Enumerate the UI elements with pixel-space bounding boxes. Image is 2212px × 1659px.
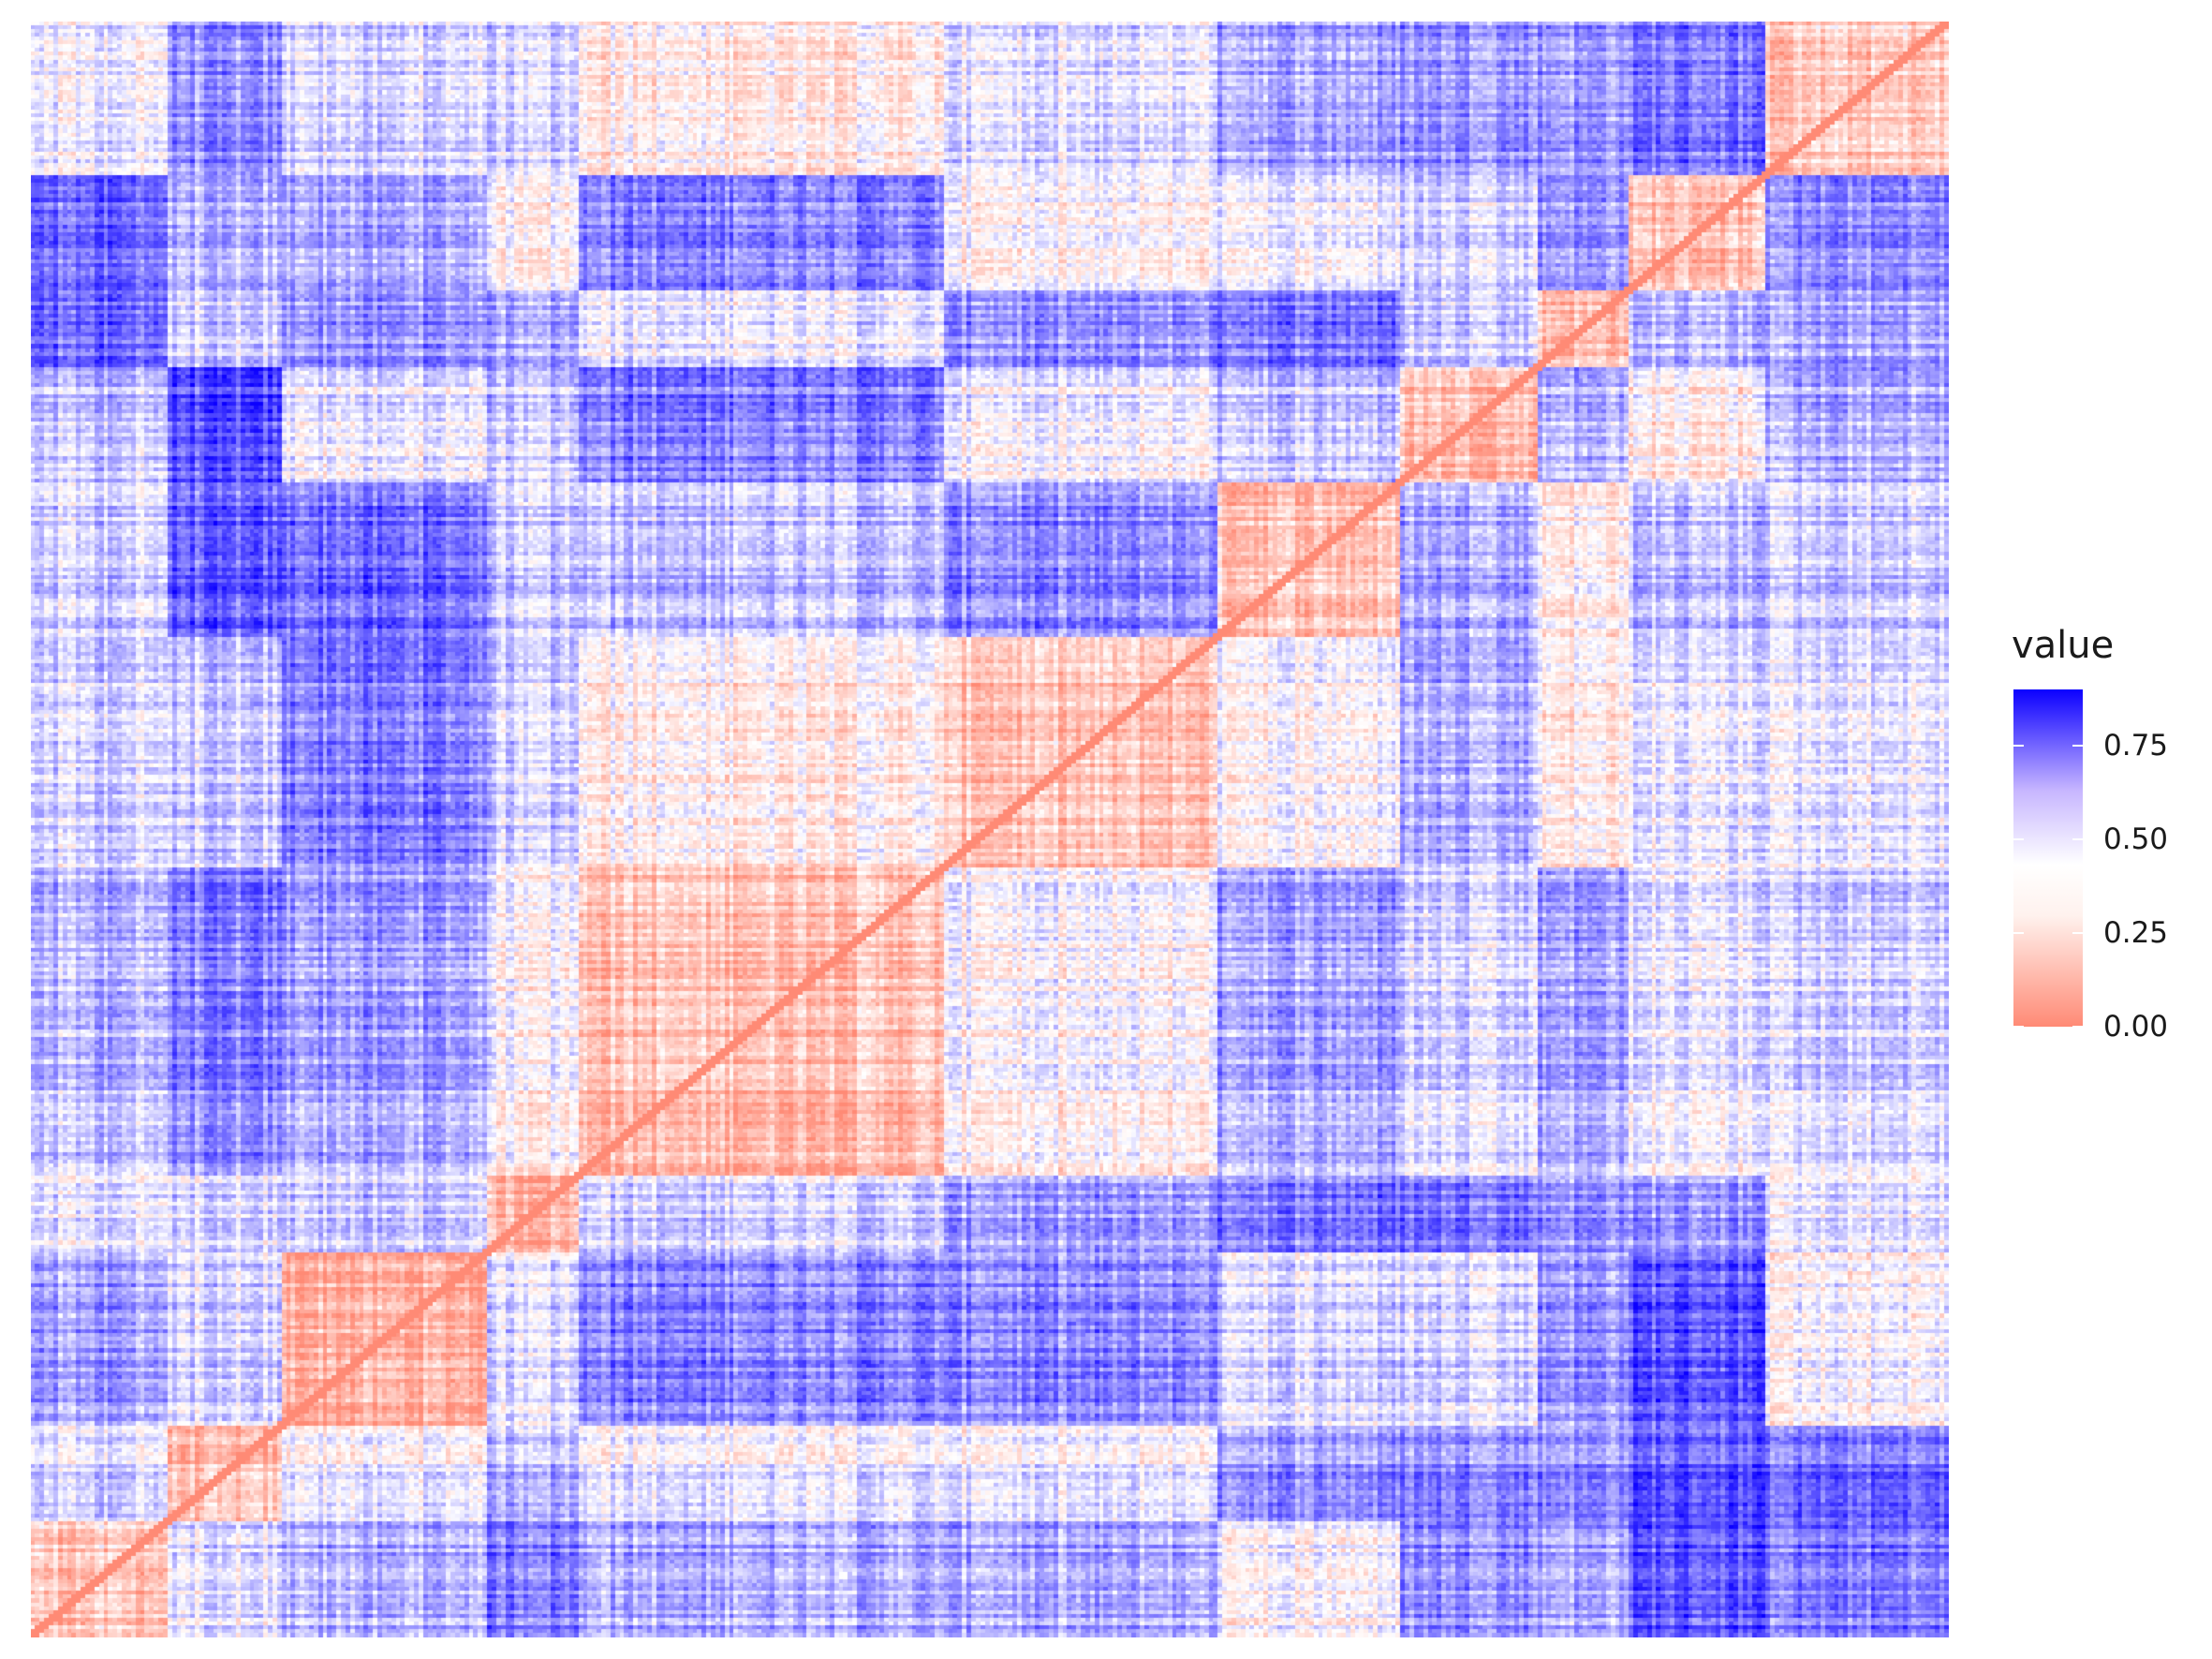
heatmap-tiles [31, 22, 1949, 1637]
legend-tick-mark [2013, 932, 2024, 934]
legend-tick-label: 0.75 [2103, 729, 2169, 763]
legend-tick-mark [2072, 838, 2083, 840]
legend-tick-label: 0.50 [2103, 822, 2169, 856]
legend-tick-label: 0.25 [2103, 916, 2169, 950]
heatmap-plot [31, 22, 1949, 1637]
legend-tick-label: 0.00 [2103, 1010, 2169, 1044]
legend-tick-mark [2013, 745, 2024, 747]
legend-colorbar [2013, 689, 2083, 1027]
legend-tick-mark [2013, 838, 2024, 840]
legend-title: value [2012, 624, 2115, 667]
legend-tick-mark [2072, 932, 2083, 934]
legend-tick-mark [2072, 745, 2083, 747]
legend-tick-mark [2013, 1026, 2024, 1028]
legend-tick-mark [2072, 1026, 2083, 1028]
